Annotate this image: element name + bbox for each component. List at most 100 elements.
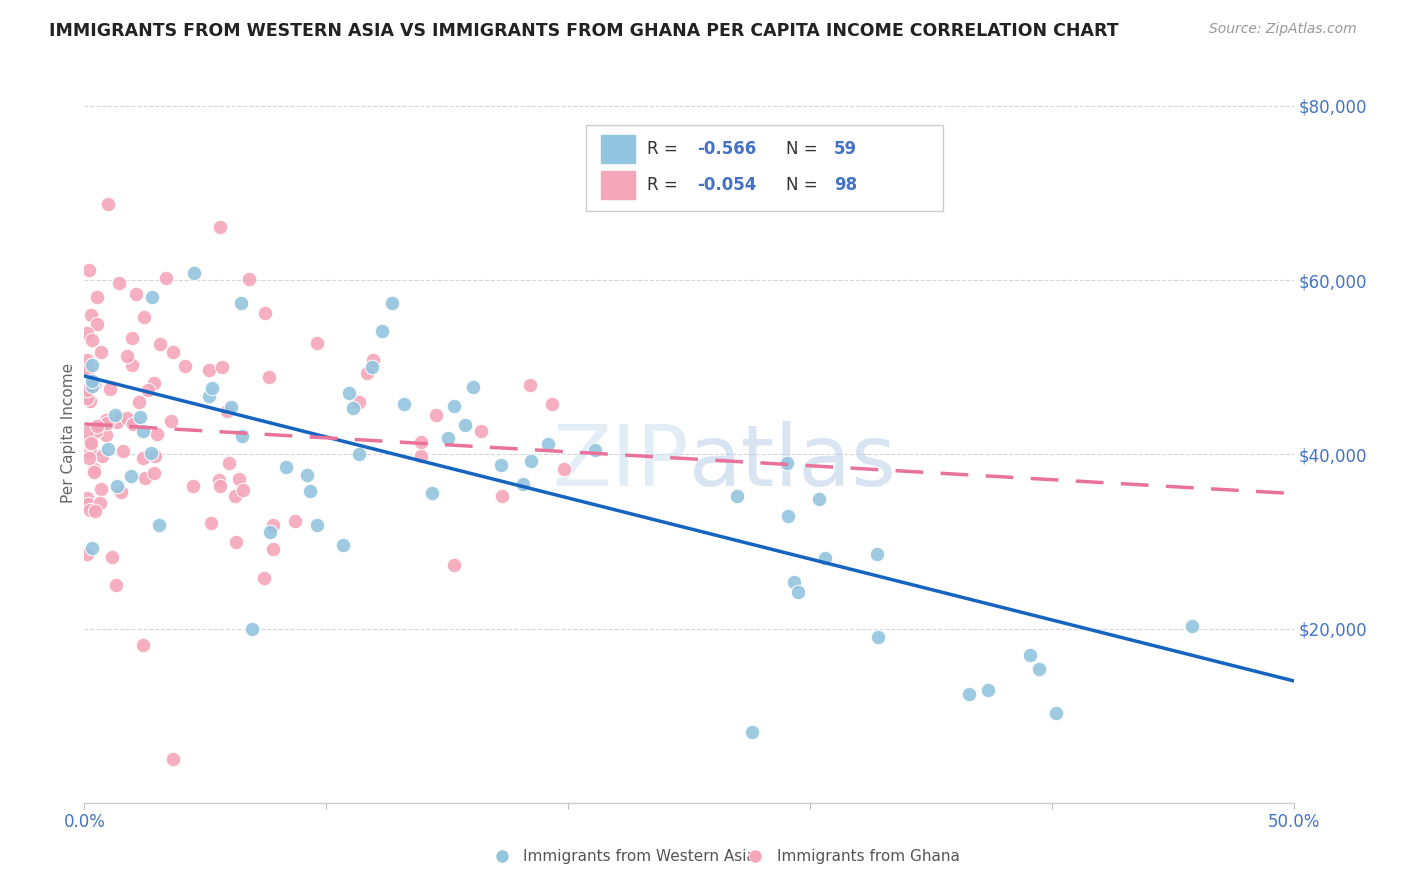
Point xyxy=(122,417,145,431)
Text: R =: R = xyxy=(647,176,683,194)
Point xyxy=(76,391,98,405)
Point xyxy=(141,446,163,460)
Point xyxy=(229,296,252,310)
Point xyxy=(90,345,112,359)
Point xyxy=(82,796,104,810)
Point xyxy=(284,514,307,528)
Point xyxy=(381,296,404,310)
Point xyxy=(80,358,103,372)
Text: 59: 59 xyxy=(834,140,858,158)
Point xyxy=(141,290,163,304)
Point xyxy=(253,306,276,320)
Point xyxy=(104,408,127,422)
Point xyxy=(87,796,110,810)
Point xyxy=(957,687,980,701)
Point xyxy=(96,417,118,431)
Point xyxy=(512,476,534,491)
Point xyxy=(86,317,108,331)
Point xyxy=(84,503,107,517)
Point xyxy=(297,468,319,483)
Point xyxy=(231,429,253,443)
Point xyxy=(411,435,433,450)
Point xyxy=(94,428,117,442)
Point xyxy=(76,363,98,377)
Point xyxy=(443,558,465,572)
Point xyxy=(162,752,184,766)
Point xyxy=(79,503,101,517)
Point xyxy=(132,638,155,652)
Text: R =: R = xyxy=(647,140,683,158)
Point xyxy=(240,623,263,637)
Point xyxy=(197,389,219,403)
Point xyxy=(79,444,101,458)
Point xyxy=(77,263,100,277)
Point xyxy=(86,418,108,433)
Bar xyxy=(600,170,634,199)
Point xyxy=(108,276,131,290)
Point xyxy=(470,425,492,439)
Text: -0.566: -0.566 xyxy=(697,140,756,158)
Text: N =: N = xyxy=(786,140,823,158)
Point xyxy=(219,401,242,415)
Y-axis label: Per Capita Income: Per Capita Income xyxy=(60,362,76,503)
Point xyxy=(361,353,384,368)
Point xyxy=(112,444,135,458)
Point xyxy=(83,377,105,392)
Point xyxy=(136,383,159,397)
Point xyxy=(332,538,354,552)
Point xyxy=(1045,706,1067,721)
Point xyxy=(76,434,98,449)
Point xyxy=(162,345,184,359)
Point xyxy=(132,451,155,466)
Point xyxy=(201,381,224,395)
Point xyxy=(420,486,443,500)
Point xyxy=(89,496,111,510)
Point xyxy=(361,359,384,374)
Point xyxy=(105,578,128,592)
Point xyxy=(149,337,172,351)
Point xyxy=(80,374,103,388)
Point xyxy=(540,397,562,411)
Point xyxy=(208,479,231,493)
Point xyxy=(371,324,394,338)
Point xyxy=(305,518,328,533)
Point xyxy=(121,331,143,345)
Point xyxy=(128,395,150,409)
Point xyxy=(519,454,541,468)
Text: N =: N = xyxy=(786,176,823,194)
Point xyxy=(76,547,98,561)
Point xyxy=(425,408,447,422)
Point xyxy=(79,451,101,466)
Point xyxy=(553,462,575,476)
Point xyxy=(96,196,118,211)
Point xyxy=(174,359,197,373)
Point xyxy=(120,469,142,483)
Bar xyxy=(600,135,634,163)
Point xyxy=(259,524,281,539)
Point xyxy=(232,483,254,498)
Point xyxy=(224,489,246,503)
Point xyxy=(105,415,128,429)
Text: -0.054: -0.054 xyxy=(697,176,756,194)
Point xyxy=(337,386,360,401)
Point xyxy=(409,449,432,463)
Point xyxy=(519,378,541,392)
Text: Immigrants from Western Asia: Immigrants from Western Asia xyxy=(523,848,756,863)
Point xyxy=(215,404,238,418)
Point xyxy=(80,308,103,322)
Point xyxy=(105,479,128,493)
Point xyxy=(207,473,229,487)
Point xyxy=(83,465,105,479)
Point xyxy=(218,456,240,470)
Point xyxy=(79,436,101,450)
Text: IMMIGRANTS FROM WESTERN ASIA VS IMMIGRANTS FROM GHANA PER CAPITA INCOME CORRELAT: IMMIGRANTS FROM WESTERN ASIA VS IMMIGRAN… xyxy=(49,22,1119,40)
Point xyxy=(97,442,120,457)
Point xyxy=(77,497,100,511)
Point xyxy=(91,449,114,463)
Point xyxy=(491,458,513,473)
Point xyxy=(98,382,121,396)
Point xyxy=(100,549,122,564)
Point xyxy=(257,370,280,384)
Point xyxy=(225,534,247,549)
Point xyxy=(108,410,131,425)
